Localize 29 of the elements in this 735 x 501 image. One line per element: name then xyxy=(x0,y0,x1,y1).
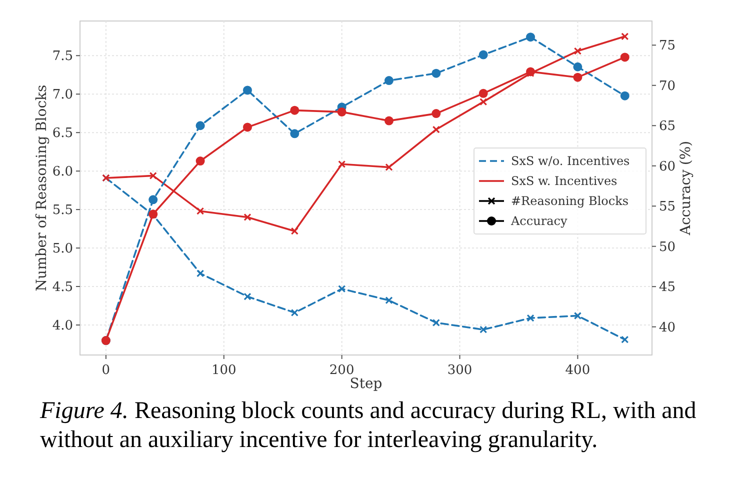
y2-tick-label: 65 xyxy=(659,119,676,134)
y2-tick-label: 55 xyxy=(659,200,676,215)
x-tick-label: 200 xyxy=(329,363,354,378)
annotation: Accuracy xyxy=(510,214,568,228)
caption: Figure 4. Reasoning block counts and accuracy during RL, with and without an auxiliary incentive for interleaving granularity. xyxy=(39,398,696,453)
y2-tick-label: 70 xyxy=(659,78,676,94)
legend-label: SxS w/o. Incentives xyxy=(511,154,630,168)
y-tick-label: 4.0 xyxy=(52,318,73,334)
y2-tick-label: 75 xyxy=(659,38,676,54)
x-tick-label: 100 xyxy=(211,363,236,378)
y2-tick-label: 50 xyxy=(659,240,676,255)
y2-axis-title: Accuracy (%) xyxy=(678,140,694,236)
x-tick-label: 400 xyxy=(565,363,590,378)
y2-tick-label: 60 xyxy=(659,159,676,174)
x-tick-label: 300 xyxy=(447,363,472,378)
x-axis-title: Step xyxy=(350,376,382,392)
x-tick-label: 0 xyxy=(102,363,110,378)
y-tick-label: 5.0 xyxy=(52,242,73,257)
y2-tick-label: 40 xyxy=(659,320,676,336)
y-tick-label: 7.5 xyxy=(52,49,73,64)
y-tick-label: 5.5 xyxy=(52,203,73,218)
y-tick-label: 6.5 xyxy=(52,126,73,142)
y-axis-title: Number of Reasoning Blocks xyxy=(34,84,50,292)
y-tick-label: 4.5 xyxy=(52,280,73,296)
legend-label: SxS w. Incentives xyxy=(511,174,618,188)
y-tick-label: 7.0 xyxy=(52,88,73,103)
y2-tick-label: 45 xyxy=(659,280,676,296)
annotation: #Reasoning Blocks xyxy=(511,194,629,208)
y-tick-label: 6.0 xyxy=(52,164,73,180)
